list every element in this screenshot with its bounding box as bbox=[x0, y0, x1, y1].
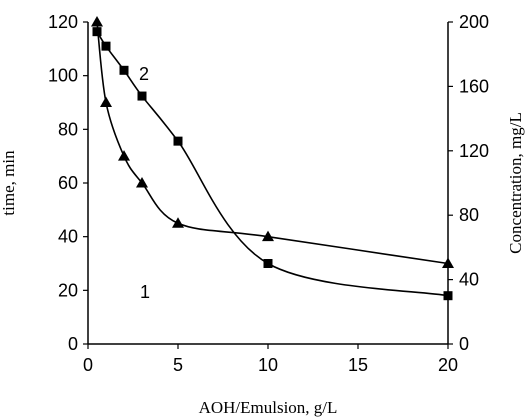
left-y-axis-title: time, min bbox=[0, 150, 18, 216]
series-1-triangle-marker bbox=[172, 217, 184, 228]
series-1-line bbox=[96, 21, 449, 265]
right-tick-label: 200 bbox=[459, 12, 489, 32]
left-tick-label: 60 bbox=[58, 173, 78, 193]
series-1-triangle-marker bbox=[100, 96, 112, 107]
series-1-label: 1 bbox=[140, 282, 150, 302]
right-tick-label: 160 bbox=[459, 76, 489, 96]
series-2-square-marker bbox=[173, 136, 183, 146]
x-tick-label: 20 bbox=[438, 355, 458, 375]
x-tick-label: 0 bbox=[83, 355, 93, 375]
right-y-axis-title: Concentration, mg/L bbox=[506, 112, 525, 254]
series-1-triangle-marker bbox=[262, 230, 274, 242]
series-2-square-marker bbox=[92, 27, 102, 37]
series-1-triangle-marker bbox=[118, 150, 130, 161]
markers bbox=[91, 16, 454, 301]
x-tick-label: 15 bbox=[348, 355, 368, 375]
series-2-label: 2 bbox=[139, 64, 149, 84]
curves bbox=[96, 21, 449, 297]
series-1-triangle-marker bbox=[136, 177, 148, 188]
series-1-triangle-marker bbox=[442, 257, 454, 268]
x-tick-label: 10 bbox=[258, 355, 278, 375]
left-tick-label: 100 bbox=[48, 66, 78, 86]
series-2-square-marker bbox=[443, 291, 453, 301]
series-2-square-marker bbox=[137, 91, 147, 101]
left-tick-label: 0 bbox=[68, 334, 78, 354]
left-tick-label: 20 bbox=[58, 280, 78, 300]
left-tick-label: 120 bbox=[48, 12, 78, 32]
series-2-square-marker bbox=[101, 41, 111, 51]
left-tick-label: 80 bbox=[58, 119, 78, 139]
series-1-triangle-marker bbox=[91, 16, 103, 27]
series-2-square-marker bbox=[119, 65, 129, 75]
x-tick-label: 5 bbox=[173, 355, 183, 375]
right-tick-label: 40 bbox=[459, 270, 479, 290]
right-tick-label: 0 bbox=[459, 334, 469, 354]
left-tick-label: 40 bbox=[58, 227, 78, 247]
right-tick-label: 80 bbox=[459, 205, 479, 225]
x-axis-title: AOH/Emulsion, g/L bbox=[199, 398, 338, 417]
series-2-square-marker bbox=[263, 259, 273, 268]
right-tick-label: 120 bbox=[459, 141, 489, 161]
